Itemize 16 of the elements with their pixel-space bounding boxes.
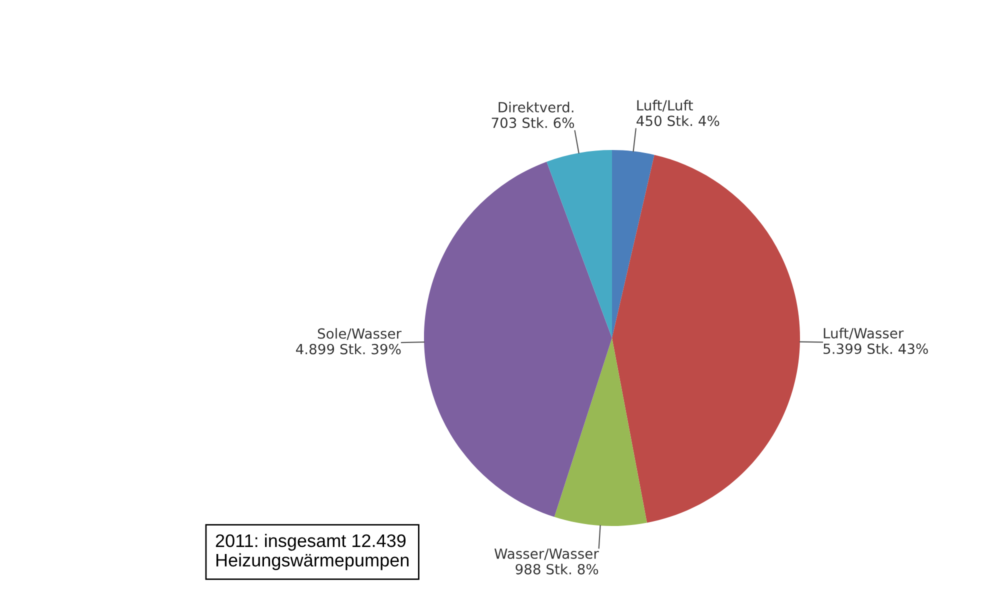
slice-label: Direktverd. xyxy=(498,102,574,113)
pie-slice xyxy=(546,150,612,338)
text: 2011: insgesamt 12.439 Heizungswärmepumpen xyxy=(216,534,409,570)
data-label: 5.399 Stk. 43% xyxy=(824,343,928,354)
slice-label: Sole/Wasser xyxy=(318,328,402,340)
data-label: 988 Stk. 8% xyxy=(516,564,598,574)
pie-slice xyxy=(554,338,647,526)
slice-label: Wasser/Wasser xyxy=(494,548,599,560)
pie-slice xyxy=(612,150,654,338)
data-label: 450 Stk. 4% xyxy=(636,115,720,126)
slice-label: Luft/Luft xyxy=(637,100,694,112)
slice-label: Luft/Wasser xyxy=(824,328,904,340)
data-label: 703 Stk. 6% xyxy=(492,117,574,128)
data-label: 4.899 Stk. 39% xyxy=(296,344,401,354)
pie-slice xyxy=(424,162,612,517)
pie-slice xyxy=(612,154,800,523)
